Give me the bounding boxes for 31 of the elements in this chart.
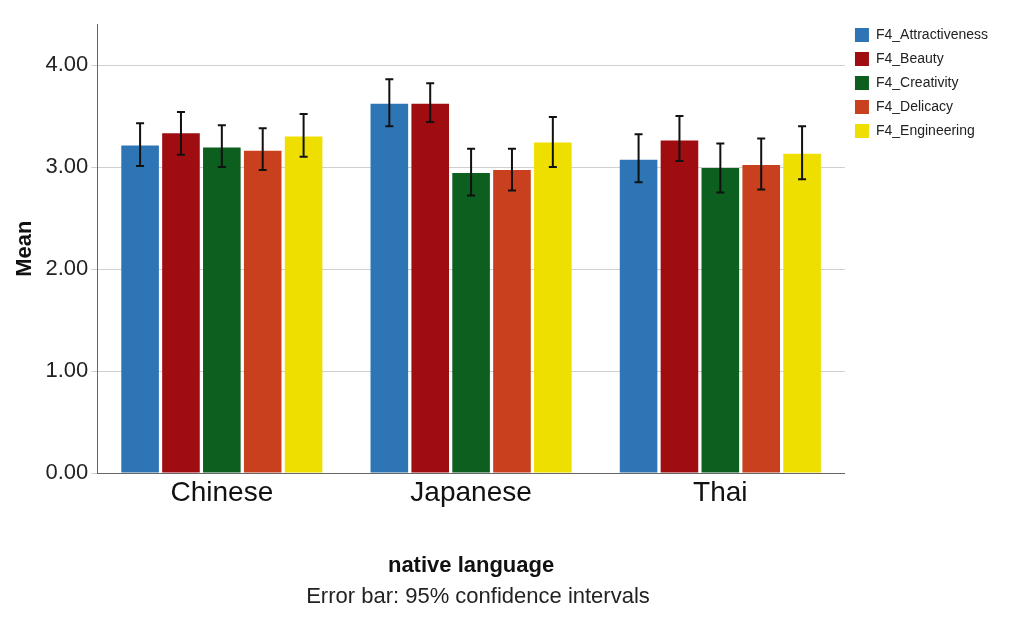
bar [701, 168, 740, 473]
legend-label: F4_Beauty [875, 49, 944, 66]
y-axis-title: Mean [11, 220, 37, 277]
legend-label: F4_Delicacy [875, 97, 953, 114]
x-tick-label: Thai [693, 475, 748, 507]
y-tick-label: 0.00 [45, 459, 89, 485]
y-tick-label: 3.00 [45, 153, 89, 179]
x-tick-label: Japanese [410, 475, 532, 507]
text: Error bar: 95% confidence intervals [305, 583, 651, 609]
bar [493, 170, 531, 473]
legend-label: F4_Engineering [875, 121, 975, 138]
bar [243, 150, 282, 473]
bar [284, 136, 323, 473]
bar [660, 140, 699, 473]
bar [121, 145, 159, 473]
bar [203, 147, 241, 473]
y-tick-label: 1.00 [45, 357, 89, 383]
bar [783, 153, 821, 473]
y-tick-label: 4.00 [45, 51, 89, 77]
bar [370, 103, 409, 473]
x-tick-label: Chinese [170, 475, 274, 507]
bar [411, 103, 450, 473]
bar [742, 164, 781, 473]
bar [534, 142, 572, 473]
legend-label: F4_Creativity [875, 73, 959, 90]
bar [162, 133, 200, 473]
x-axis-title: native language [387, 551, 555, 577]
bar [452, 173, 490, 473]
bar [619, 159, 658, 473]
legend-label: F4_Attractiveness [875, 25, 989, 42]
y-tick-label: 2.00 [45, 255, 89, 281]
